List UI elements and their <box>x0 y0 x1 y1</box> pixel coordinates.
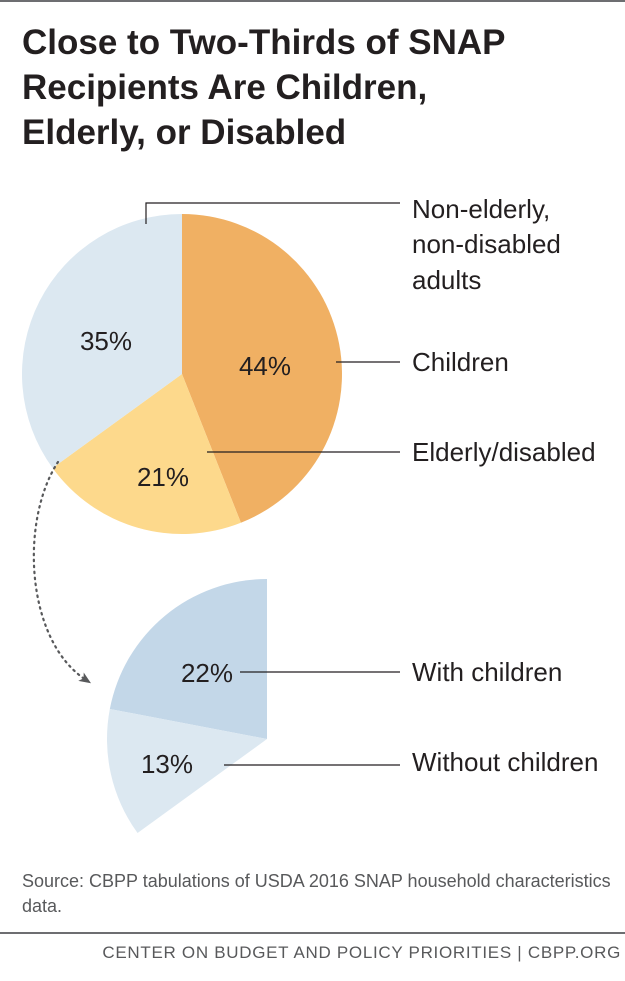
chart-title: Close to Two-Thirds of SNAP Recipients A… <box>22 20 612 155</box>
slice-label-elderly: 21% <box>137 462 189 492</box>
main-pie <box>21 214 342 534</box>
slice-label-without-children: 13% <box>141 749 193 779</box>
legend-nonelderly-line-3: adults <box>412 265 481 295</box>
source-note: Source: CBPP tabulations of USDA 2016 SN… <box>22 871 611 916</box>
pie-slice-nonelderly <box>21 214 183 469</box>
legend-with-children: With children <box>412 657 562 687</box>
org-credit: CENTER ON BUDGET AND POLICY PRIORITIES |… <box>102 943 621 962</box>
breakdown-slice-without <box>106 709 268 834</box>
bottom-rule <box>0 932 625 934</box>
slice-label-children: 44% <box>239 351 291 381</box>
pie-slice-children <box>182 214 342 523</box>
slice-label-with-children: 22% <box>181 658 233 688</box>
slice-label-nonelderly: 35% <box>80 326 132 356</box>
legend-nonelderly-line-2: non-disabled <box>412 229 561 259</box>
leader-lines <box>145 202 400 766</box>
breakdown-pie <box>106 579 268 834</box>
breakdown-arrow <box>32 460 92 684</box>
title-line-2: Recipients Are Children, <box>22 68 428 107</box>
title-line-3: Elderly, or Disabled <box>22 113 347 152</box>
legend-without-children: Without children <box>412 747 598 777</box>
legend-elderly: Elderly/disabled <box>412 437 596 467</box>
breakdown-slice-with <box>109 579 267 739</box>
legend-nonelderly-line-1: Non-elderly, <box>412 194 550 224</box>
leader-nonelderly <box>145 202 400 224</box>
pie-slice-elderly <box>52 374 241 534</box>
legend-children: Children <box>412 347 509 377</box>
top-rule <box>0 0 625 2</box>
title-line-1: Close to Two-Thirds of SNAP <box>22 23 506 62</box>
